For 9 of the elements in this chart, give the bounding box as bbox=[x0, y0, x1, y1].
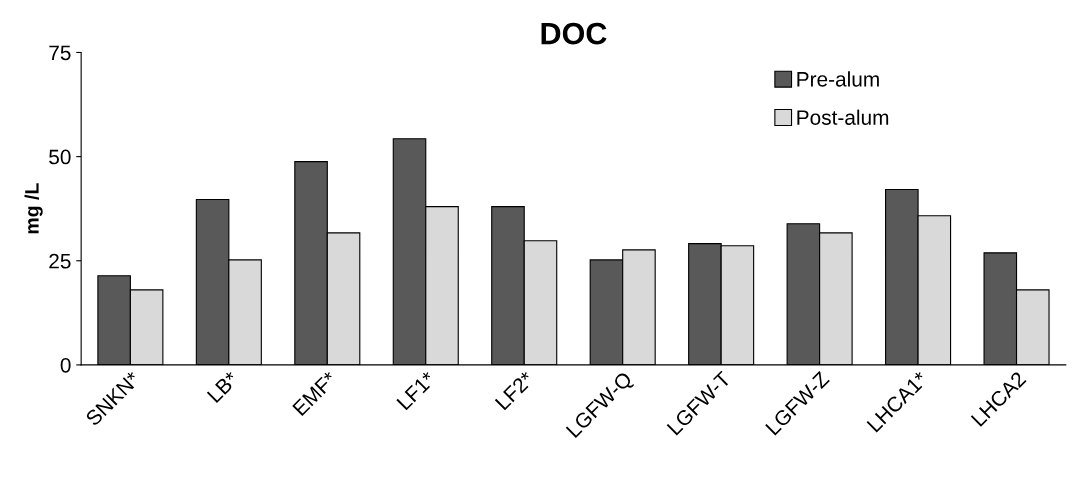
y-axis-title: mg /L bbox=[24, 183, 43, 234]
y-tick-label: 75 bbox=[49, 45, 71, 61]
y-tick-label: 0 bbox=[60, 357, 71, 373]
legend-label: Pre-alum bbox=[797, 71, 879, 87]
y-tick-label: 25 bbox=[49, 253, 71, 269]
x-tick-label: LB* bbox=[206, 370, 240, 403]
y-tick-label: 50 bbox=[49, 149, 71, 165]
chart-title: DOC bbox=[541, 22, 607, 45]
legend-label: Post-alum bbox=[797, 109, 889, 125]
